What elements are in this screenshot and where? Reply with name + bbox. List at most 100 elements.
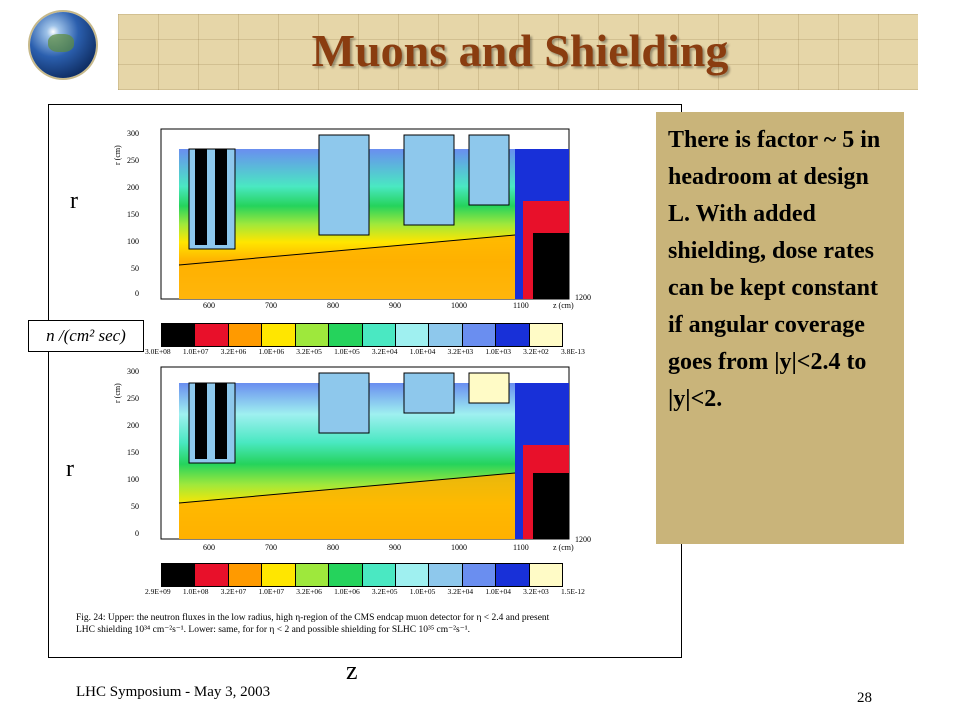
- scale-label: 3.8E-13: [560, 347, 585, 356]
- scale-label: 3.2E+05: [296, 347, 322, 356]
- lower-color-scale: [161, 563, 563, 587]
- x-tick: 600: [203, 543, 215, 552]
- upper-scale-labels: 3.0E+08 1.0E+07 3.2E+06 1.0E+06 3.2E+05 1.0E+…: [145, 347, 585, 356]
- scale-label: 3.2E+07: [220, 587, 247, 596]
- slide-title: Muons and Shielding: [311, 25, 729, 76]
- y-tick: 100: [127, 237, 139, 246]
- scale-label: 3.2E+02: [523, 347, 549, 356]
- scale-label: 3.2E+06: [296, 587, 322, 596]
- scale-label: 1.0E+07: [258, 587, 285, 596]
- flux-unit-label: n /(cm² sec): [28, 320, 144, 352]
- scale-swatch: [429, 324, 463, 346]
- y-tick: 300: [127, 367, 139, 376]
- scale-swatch: [262, 564, 296, 586]
- scale-swatch: [362, 564, 396, 586]
- y-tick: 300: [127, 129, 139, 138]
- scale-swatch: [262, 324, 296, 346]
- scale-label: 3.2E+04: [371, 347, 398, 356]
- x-tick: 1100: [513, 301, 529, 310]
- scale-label: 1.5E-12: [560, 587, 585, 596]
- caption-line: Fig. 24: Upper: the neutron fluxes in th…: [76, 613, 550, 623]
- scale-label: 1.0E+06: [258, 347, 285, 356]
- scale-label: 1.0E+05: [334, 347, 360, 356]
- y-tick: 250: [127, 156, 139, 165]
- x-tick: 800: [327, 301, 339, 310]
- lower-y-ticks: 300 250 200 150 100 50 0: [121, 367, 139, 539]
- x-tick: 900: [389, 301, 401, 310]
- r-axis-label-upper: r: [70, 188, 78, 214]
- scale-label: 1.0E+08: [182, 587, 209, 596]
- lower-scale-labels: 2.9E+09 1.0E+08 3.2E+07 1.0E+07 3.2E+06 1.0E+…: [145, 587, 585, 596]
- footer-text: LHC Symposium - May 3, 2003: [76, 684, 271, 700]
- globe-logo-icon: [30, 12, 96, 78]
- scale-swatch: [529, 324, 563, 346]
- y-tick: 50: [131, 502, 139, 511]
- x-tick: 800: [327, 543, 339, 552]
- scale-swatch: [195, 564, 229, 586]
- scale-swatch: [329, 324, 363, 346]
- x-tick: 1200: [575, 293, 591, 302]
- scale-label: 3.2E+03: [447, 347, 474, 356]
- upper-flux-map: [160, 128, 570, 300]
- scale-swatch: [395, 564, 430, 586]
- caption-line: LHC shielding 10³⁴ cm⁻²s⁻¹. Lower: same,…: [76, 625, 470, 635]
- title-banner: [118, 14, 918, 90]
- scale-label: 3.2E+04: [447, 587, 474, 596]
- x-tick: 1200: [575, 535, 591, 544]
- flux-maps-svg: [160, 128, 570, 540]
- scale-swatch: [496, 324, 530, 346]
- lower-flux-map: [160, 366, 570, 540]
- scale-swatch: [195, 324, 229, 346]
- x-tick: 1000: [451, 301, 467, 310]
- scale-label: 1.0E+07: [182, 347, 209, 356]
- scale-swatch: [462, 564, 497, 586]
- scale-swatch: [395, 324, 430, 346]
- y-tick: 0: [135, 529, 139, 538]
- y-tick: 200: [127, 183, 139, 192]
- headroom-note: There is factor ~ 5 in headroom at desig…: [656, 112, 904, 544]
- x-tick: 1100: [513, 543, 529, 552]
- flux-figure: 300 250 200 150 100 50 0 r (cm) 600 700 …: [48, 104, 682, 658]
- x-axis-title: z (cm): [553, 301, 574, 310]
- lower-r-axis-title: r (cm): [113, 383, 122, 403]
- scale-label: 3.2E+06: [220, 347, 247, 356]
- x-tick: 900: [389, 543, 401, 552]
- scale-label: 1.0E+04: [409, 347, 436, 356]
- upper-y-ticks: 300 250 200 150 100 50 0: [121, 129, 139, 299]
- upper-r-axis-title: r (cm): [113, 145, 122, 165]
- scale-label: 1.0E+03: [485, 347, 511, 356]
- scale-label: 2.9E+09: [145, 587, 171, 596]
- scale-swatch: [462, 324, 497, 346]
- scale-swatch: [228, 564, 263, 586]
- scale-label: 3.2E+03: [523, 587, 549, 596]
- y-tick: 0: [135, 289, 139, 298]
- scale-swatch: [228, 324, 263, 346]
- x-tick: 700: [265, 301, 277, 310]
- figure-caption: Fig. 24: Upper: the neutron fluxes in th…: [76, 612, 656, 636]
- scale-label: 1.0E+05: [409, 587, 436, 596]
- z-axis-label: z: [346, 656, 358, 685]
- scale-swatch: [362, 324, 396, 346]
- scale-swatch: [429, 564, 463, 586]
- scale-swatch: [329, 564, 363, 586]
- page-number: 28: [857, 690, 872, 706]
- scale-label: 1.0E+04: [485, 587, 511, 596]
- scale-swatch: [162, 324, 196, 346]
- scale-label: 3.2E+05: [371, 587, 398, 596]
- y-tick: 150: [127, 448, 139, 457]
- scale-swatch: [529, 564, 563, 586]
- y-tick: 100: [127, 475, 139, 484]
- scale-swatch: [496, 564, 530, 586]
- scale-swatch: [295, 564, 330, 586]
- r-axis-label-lower: r: [66, 456, 74, 482]
- x-tick: 1000: [451, 543, 467, 552]
- scale-swatch: [162, 564, 196, 586]
- x-tick: 700: [265, 543, 277, 552]
- x-tick: 600: [203, 301, 215, 310]
- y-tick: 250: [127, 394, 139, 403]
- y-tick: 200: [127, 421, 139, 430]
- upper-color-scale: [161, 323, 563, 347]
- y-tick: 50: [131, 264, 139, 273]
- scale-label: 3.0E+08: [145, 347, 171, 356]
- scale-label: 1.0E+06: [334, 587, 360, 596]
